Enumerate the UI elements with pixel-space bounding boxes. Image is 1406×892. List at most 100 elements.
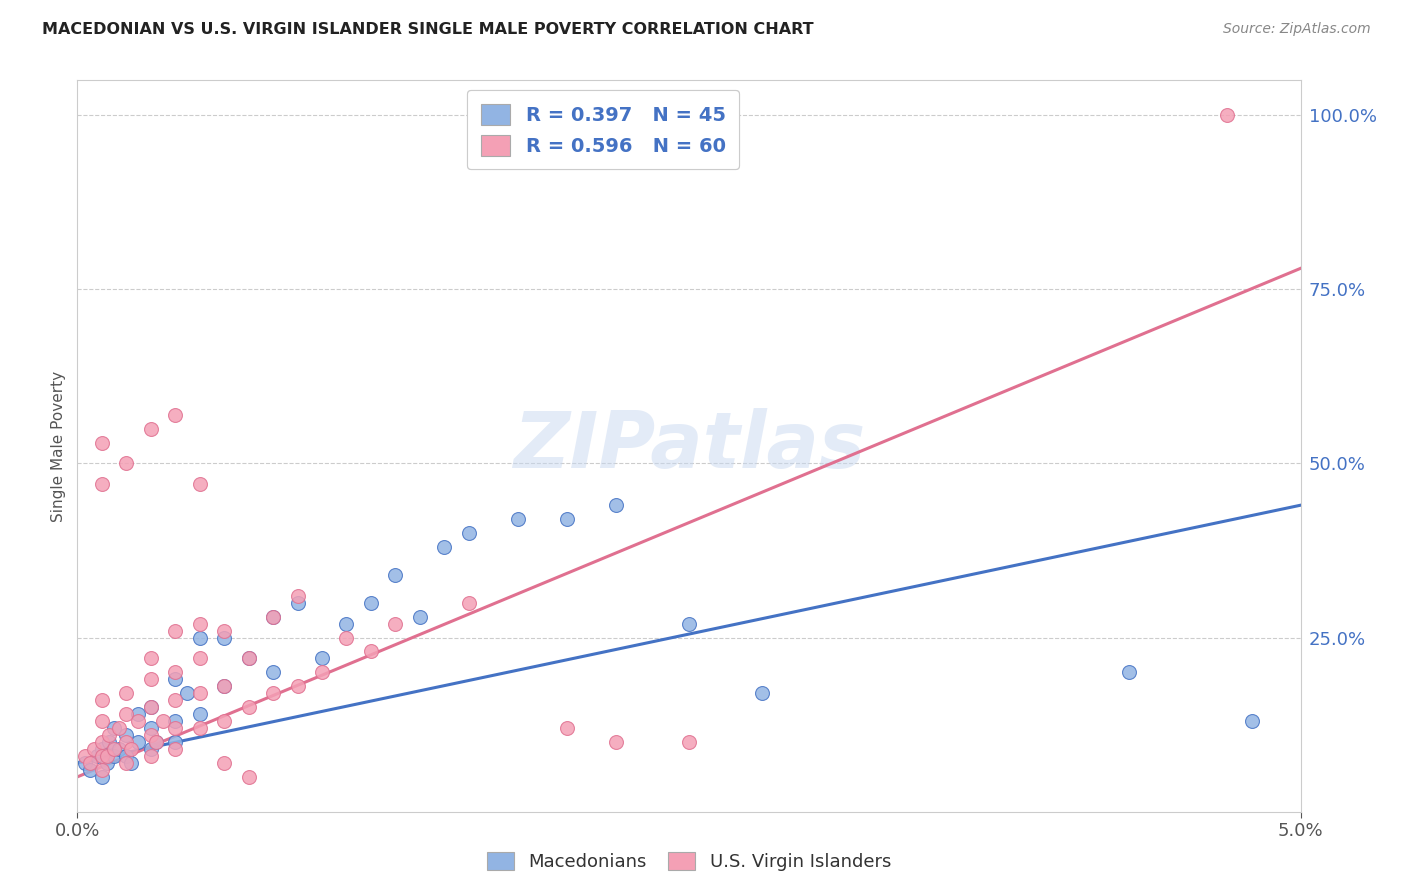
Point: [212, 756, 235, 770]
Point: [1216, 108, 1239, 122]
Point: [188, 631, 211, 645]
Point: [96, 749, 118, 764]
Point: [335, 616, 357, 631]
Point: [335, 631, 357, 645]
Point: [287, 679, 309, 693]
Legend: R = 0.397   N = 45, R = 0.596   N = 60: R = 0.397 N = 45, R = 0.596 N = 60: [467, 90, 740, 169]
Point: [678, 616, 700, 631]
Point: [165, 624, 187, 638]
Point: [115, 735, 138, 749]
Point: [152, 714, 174, 728]
Point: [409, 609, 432, 624]
Point: [384, 567, 406, 582]
Point: [103, 721, 125, 735]
Point: [165, 693, 187, 707]
Point: [212, 714, 235, 728]
Point: [90, 477, 112, 491]
Point: [90, 763, 112, 777]
Point: [115, 756, 138, 770]
Point: [262, 609, 284, 624]
Point: [555, 721, 578, 735]
Point: [96, 756, 118, 770]
Point: [212, 679, 235, 693]
Point: [128, 714, 150, 728]
Point: [165, 673, 187, 687]
Point: [139, 742, 162, 756]
Point: [188, 686, 211, 700]
Point: [212, 624, 235, 638]
Point: [238, 651, 260, 665]
Point: [139, 700, 162, 714]
Point: [115, 707, 138, 722]
Point: [108, 742, 131, 756]
Point: [433, 540, 456, 554]
Point: [555, 512, 578, 526]
Point: [311, 651, 333, 665]
Point: [90, 693, 112, 707]
Point: [212, 631, 235, 645]
Point: [360, 644, 382, 658]
Point: [165, 721, 187, 735]
Point: [165, 408, 187, 422]
Point: [103, 742, 125, 756]
Point: [139, 651, 162, 665]
Point: [120, 756, 142, 770]
Point: [90, 749, 112, 764]
Point: [139, 673, 162, 687]
Point: [751, 686, 773, 700]
Point: [188, 721, 211, 735]
Point: [262, 609, 284, 624]
Point: [262, 665, 284, 680]
Point: [212, 679, 235, 693]
Text: ZIPatlas: ZIPatlas: [513, 408, 865, 484]
Point: [238, 651, 260, 665]
Point: [90, 714, 112, 728]
Point: [128, 735, 150, 749]
Point: [605, 735, 627, 749]
Point: [457, 526, 479, 541]
Point: [165, 735, 187, 749]
Point: [98, 735, 121, 749]
Point: [79, 763, 101, 777]
Point: [139, 721, 162, 735]
Point: [139, 749, 162, 764]
Point: [103, 749, 125, 764]
Point: [188, 651, 211, 665]
Point: [86, 749, 108, 764]
Point: [73, 749, 96, 764]
Point: [108, 721, 131, 735]
Point: [605, 498, 627, 512]
Point: [188, 477, 211, 491]
Point: [311, 665, 333, 680]
Point: [90, 435, 112, 450]
Point: [139, 700, 162, 714]
Point: [287, 589, 309, 603]
Point: [115, 686, 138, 700]
Point: [115, 728, 138, 742]
Point: [120, 742, 142, 756]
Text: Source: ZipAtlas.com: Source: ZipAtlas.com: [1223, 22, 1371, 37]
Legend: Macedonians, U.S. Virgin Islanders: Macedonians, U.S. Virgin Islanders: [479, 845, 898, 879]
Point: [1118, 665, 1140, 680]
Point: [165, 714, 187, 728]
Point: [262, 686, 284, 700]
Point: [145, 735, 167, 749]
Point: [165, 665, 187, 680]
Point: [384, 616, 406, 631]
Point: [83, 742, 105, 756]
Point: [79, 756, 101, 770]
Point: [165, 742, 187, 756]
Point: [90, 770, 112, 784]
Point: [115, 457, 138, 471]
Point: [139, 421, 162, 435]
Point: [90, 735, 112, 749]
Point: [1240, 714, 1263, 728]
Point: [238, 770, 260, 784]
Point: [139, 728, 162, 742]
Point: [287, 596, 309, 610]
Point: [188, 616, 211, 631]
Point: [457, 596, 479, 610]
Point: [238, 700, 260, 714]
Point: [128, 707, 150, 722]
Point: [360, 596, 382, 610]
